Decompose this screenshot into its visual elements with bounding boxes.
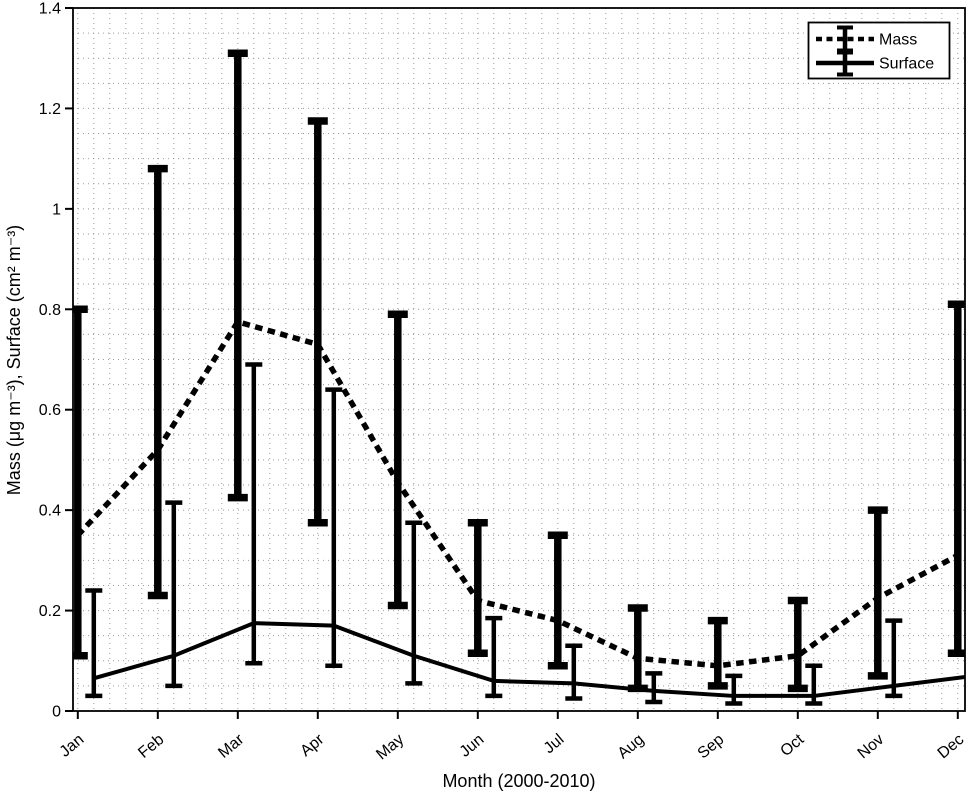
surface-series bbox=[85, 362, 965, 706]
plot-border bbox=[72, 7, 966, 712]
y-axis-label: Mass (μg m⁻³), Surface (cm² m⁻³) bbox=[4, 225, 24, 495]
legend-box bbox=[807, 21, 951, 80]
y-tick-label: 0.2 bbox=[39, 603, 61, 620]
x-tick-label: Feb bbox=[135, 731, 167, 762]
y-tick-label: 1.2 bbox=[39, 101, 61, 118]
legend-entry-surface: Surface bbox=[816, 50, 934, 77]
x-tick-label: Aug bbox=[615, 731, 648, 762]
y-tick-label: 0.6 bbox=[39, 402, 61, 419]
grid-lines bbox=[73, 8, 965, 711]
y-tick-label: 0 bbox=[52, 704, 61, 721]
x-tick-label: May bbox=[373, 731, 407, 763]
legend: Mass Surface bbox=[807, 21, 951, 80]
mass-series bbox=[73, 49, 965, 693]
x-axis-label: Month (2000-2010) bbox=[442, 771, 595, 791]
mass-line bbox=[75, 318, 960, 669]
x-tick-label: Dec bbox=[935, 731, 968, 762]
data-series-layer bbox=[73, 49, 965, 706]
x-tick-label: Mar bbox=[215, 731, 248, 762]
x-tick-label: Sep bbox=[695, 731, 728, 762]
legend-label-mass: Mass bbox=[879, 32, 917, 49]
legend-label-surface: Surface bbox=[879, 56, 934, 73]
x-tick-label: Jun bbox=[457, 731, 488, 761]
x-tick-label: Jan bbox=[57, 731, 88, 761]
y-tick-label: 0.8 bbox=[39, 302, 61, 319]
x-tick-label: Oct bbox=[777, 731, 807, 760]
surface-line bbox=[93, 621, 965, 698]
x-tick-label: Jul bbox=[541, 731, 568, 757]
y-tick-label: 1 bbox=[52, 201, 61, 218]
y-tick-label: 0.4 bbox=[39, 503, 61, 520]
x-tick-label: Nov bbox=[855, 731, 888, 762]
y-tick-label: 1.4 bbox=[39, 1, 61, 18]
x-tick-label: Apr bbox=[297, 731, 328, 760]
axis-ticks: 0 0.2 0.4 0.6 0.8 1 1.2 1.4 Jan Feb Mar Apr May Jun Ju… bbox=[39, 1, 968, 764]
